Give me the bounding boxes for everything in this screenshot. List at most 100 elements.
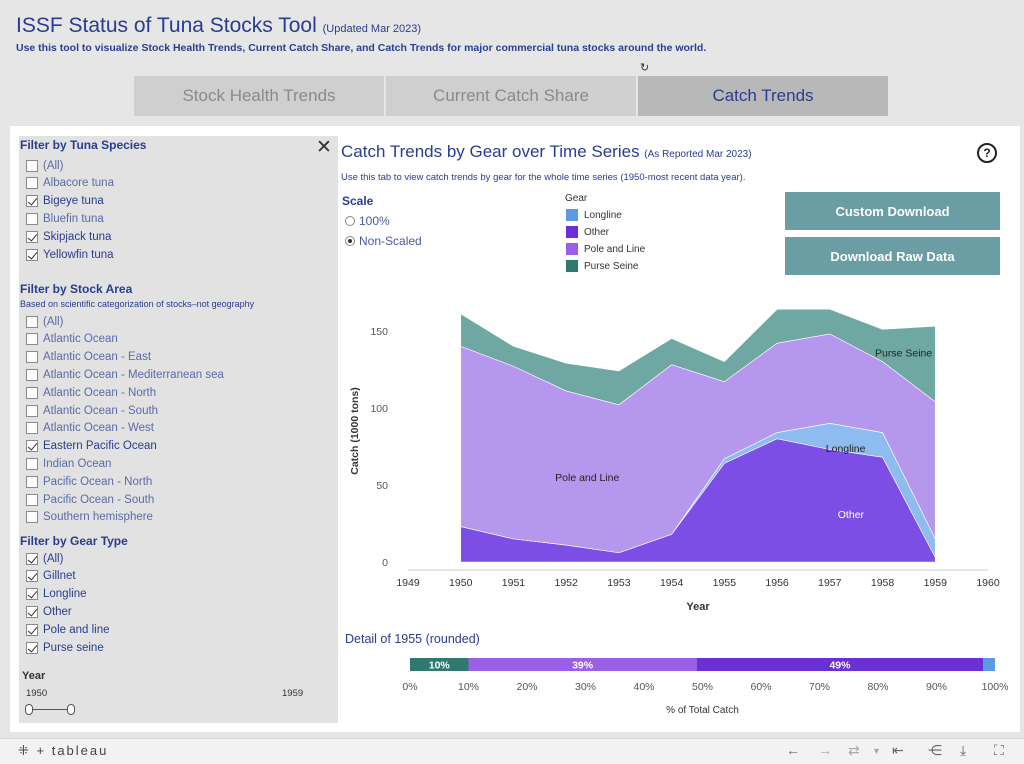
checkbox-checked-icon <box>26 248 38 261</box>
legend-label: Purse Seine <box>584 260 639 272</box>
checkbox-icon <box>26 493 38 506</box>
gear-type-checkbox-row[interactable]: (All) <box>26 550 63 567</box>
area-label: Other <box>838 509 865 521</box>
legend-item[interactable]: Purse Seine <box>566 260 638 272</box>
stock-area-checkbox-row[interactable]: Indian Ocean <box>26 455 111 472</box>
legend-item[interactable]: Pole and Line <box>566 243 645 255</box>
gear-filter-title: Filter by Gear Type <box>20 534 128 548</box>
area-label: Longline <box>826 443 866 455</box>
undo-icon[interactable]: ← <box>786 742 800 758</box>
checkbox-checked-icon <box>26 552 38 565</box>
refresh-icon[interactable]: ↻ <box>640 62 650 74</box>
legend-swatch <box>566 243 578 255</box>
legend-item[interactable]: Other <box>566 226 609 238</box>
gear-type-checkbox-row[interactable]: Other <box>26 603 72 620</box>
stock-area-checkbox-row[interactable]: Pacific Ocean - South <box>26 491 154 508</box>
species-checkbox-row[interactable]: Bigeye tuna <box>26 193 104 210</box>
x-tick-label: 10% <box>458 681 479 693</box>
species-checkbox-row[interactable]: Skipjack tuna <box>26 228 111 245</box>
legend-swatch <box>566 260 578 272</box>
tableau-logo-text: tableau <box>51 743 109 758</box>
x-axis-title: Year <box>686 601 710 613</box>
fullscreen-icon[interactable]: ⛶ <box>994 742 1004 758</box>
bar-segment-longline[interactable] <box>983 658 995 671</box>
revert-icon[interactable]: ⇄ <box>848 742 860 758</box>
checkbox-checked-icon <box>26 195 38 208</box>
year-slider-max-handle[interactable] <box>67 704 75 715</box>
download-raw-data-button[interactable]: Download Raw Data <box>785 237 1000 275</box>
chart-section-title-text: Catch Trends by Gear over Time Series <box>341 142 640 161</box>
area-series-purse-seine[interactable] <box>460 308 936 406</box>
stock-area-label: Atlantic Ocean <box>43 333 118 346</box>
stock-area-checkbox-row[interactable]: Atlantic Ocean - Mediterranean sea <box>26 366 224 383</box>
species-checkbox-row[interactable]: Albacore tuna <box>26 175 114 192</box>
area-filter-note: Based on scientific categorization of st… <box>20 299 255 309</box>
legend-swatch <box>566 209 578 221</box>
stock-area-checkbox-row[interactable]: (All) <box>26 313 63 330</box>
gear-type-label: Other <box>43 605 72 618</box>
stock-area-checkbox-row[interactable]: Atlantic Ocean - East <box>26 349 151 366</box>
y-tick-label: 0 <box>382 557 388 569</box>
stock-area-label: Eastern Pacific Ocean <box>43 440 157 453</box>
scale-option-label: Non-Scaled <box>359 234 422 248</box>
bar-segment-pole-and-line[interactable] <box>468 658 697 671</box>
checkbox-icon <box>26 212 38 225</box>
year-slider-min-handle[interactable] <box>25 704 33 715</box>
gear-type-checkbox-row[interactable]: Pole and line <box>26 621 110 638</box>
stock-area-checkbox-row[interactable]: Southern hemisphere <box>26 509 153 526</box>
area-label: Pole and Line <box>555 472 619 484</box>
year-slider-track[interactable] <box>27 709 73 710</box>
gear-type-checkbox-row[interactable]: Gillnet <box>26 568 76 585</box>
legend-label: Other <box>584 226 610 238</box>
checkbox-checked-icon <box>26 440 38 453</box>
species-checkbox-row[interactable]: Bluefin tuna <box>26 210 104 227</box>
legend-swatch <box>566 226 578 238</box>
bar-segment-other[interactable] <box>696 658 984 671</box>
tab-current-catch-share[interactable]: Current Catch Share <box>386 76 636 116</box>
x-tick-label: 50% <box>692 681 713 693</box>
tableau-toolbar: ⁜ + tableau ← → ⇄ ▼ ⇤ ⋲ ⤓ ⛶ <box>0 738 1024 764</box>
stock-area-checkbox-row[interactable]: Pacific Ocean - North <box>26 473 152 490</box>
stock-area-checkbox-row[interactable]: Eastern Pacific Ocean <box>26 438 157 455</box>
help-icon[interactable]: ? <box>977 143 997 163</box>
species-checkbox-row[interactable]: (All) <box>26 157 63 174</box>
stock-area-checkbox-row[interactable]: Atlantic Ocean - West <box>26 420 154 437</box>
tab-catch-trends[interactable]: Catch Trends <box>638 76 888 116</box>
gear-type-checkbox-row[interactable]: Longline <box>26 586 86 603</box>
species-checkbox-row[interactable]: Yellowfin tuna <box>26 246 114 263</box>
scale-option-non-scaled[interactable]: Non-Scaled <box>345 234 422 248</box>
stock-area-label: Pacific Ocean - South <box>43 493 155 506</box>
gear-type-checkbox-row[interactable]: Purse seine <box>26 639 104 656</box>
bar-segment-purse-seine[interactable] <box>410 658 469 671</box>
checkbox-icon <box>26 333 38 346</box>
stock-area-label: Atlantic Ocean - North <box>43 386 157 399</box>
x-tick-label: 90% <box>926 681 947 693</box>
checkbox-icon <box>26 177 38 190</box>
chart-section-description: Use this tab to view catch trends by gea… <box>341 172 746 183</box>
legend-item[interactable]: Longline <box>566 209 622 221</box>
checkbox-checked-icon <box>26 605 38 618</box>
checkbox-icon <box>26 351 38 364</box>
gear-type-label: (All) <box>43 552 64 565</box>
share-icon[interactable]: ⋲ <box>928 742 942 758</box>
scale-option-100[interactable]: 100% <box>345 214 390 228</box>
area-filter-title: Filter by Stock Area <box>20 282 133 296</box>
stock-area-label: Pacific Ocean - North <box>43 475 153 488</box>
stock-area-checkbox-row[interactable]: Atlantic Ocean <box>26 331 118 348</box>
checkbox-icon <box>26 368 38 381</box>
x-tick-label: 30% <box>575 681 596 693</box>
stock-area-checkbox-row[interactable]: Atlantic Ocean - North <box>26 384 156 401</box>
revert-menu-icon[interactable]: ▼ <box>872 746 881 756</box>
redo-icon[interactable]: → <box>818 742 832 758</box>
x-tick-label: 1956 <box>765 577 789 589</box>
species-label: Yellowfin tuna <box>43 248 114 261</box>
stock-area-checkbox-row[interactable]: Atlantic Ocean - South <box>26 402 158 419</box>
close-icon[interactable]: ✕ <box>316 137 332 158</box>
gear-type-label: Pole and line <box>43 623 110 636</box>
tab-stock-health-trends[interactable]: Stock Health Trends <box>134 76 384 116</box>
legend-label: Longline <box>584 209 622 221</box>
revert-all-icon[interactable]: ⇤ <box>892 742 904 758</box>
download-icon[interactable]: ⤓ <box>960 742 967 758</box>
custom-download-button[interactable]: Custom Download <box>785 192 1000 230</box>
stock-area-label: Atlantic Ocean - East <box>43 351 152 364</box>
